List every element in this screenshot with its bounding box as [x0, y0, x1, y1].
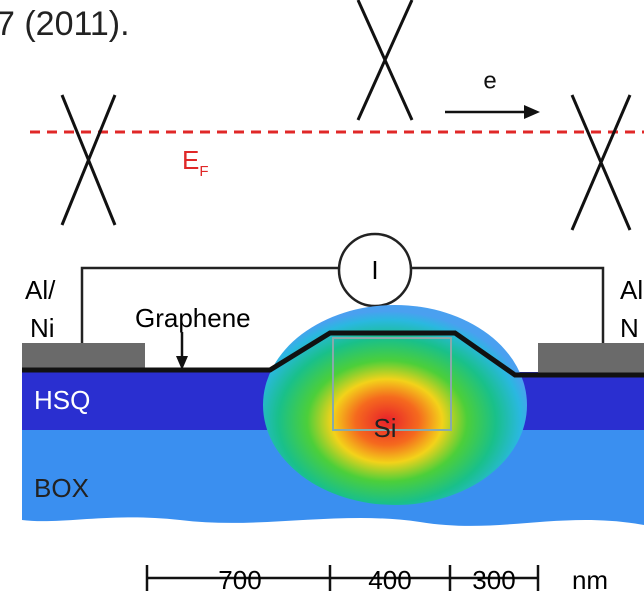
- fermi-label: EF: [182, 145, 209, 180]
- scale-label: 400: [368, 565, 411, 595]
- left-contact-pad: [22, 343, 145, 371]
- scale-label: 300: [472, 565, 515, 595]
- electron-arrowhead: [524, 105, 540, 119]
- scale-unit: nm: [572, 565, 608, 595]
- caption-fragment: 7 (2011).: [0, 5, 130, 43]
- right-contact-label: N: [620, 313, 639, 343]
- left-contact-label: Al/: [25, 275, 56, 305]
- figure: 7 (2011). EF e I Al/ Ni Al N Graphene Si…: [0, 0, 644, 599]
- si-label: Si: [373, 413, 396, 443]
- right-contact-pad: [538, 343, 644, 373]
- hsq-label: HSQ: [34, 385, 90, 415]
- electron-label: e: [483, 67, 496, 94]
- dirac-cones: [62, 0, 630, 230]
- right-contact-label: Al: [620, 275, 643, 305]
- scale-label: 700: [218, 565, 261, 595]
- box-label: BOX: [34, 473, 89, 503]
- graphene-label: Graphene: [135, 303, 251, 333]
- current-label: I: [371, 255, 378, 285]
- left-contact-label: Ni: [30, 313, 55, 343]
